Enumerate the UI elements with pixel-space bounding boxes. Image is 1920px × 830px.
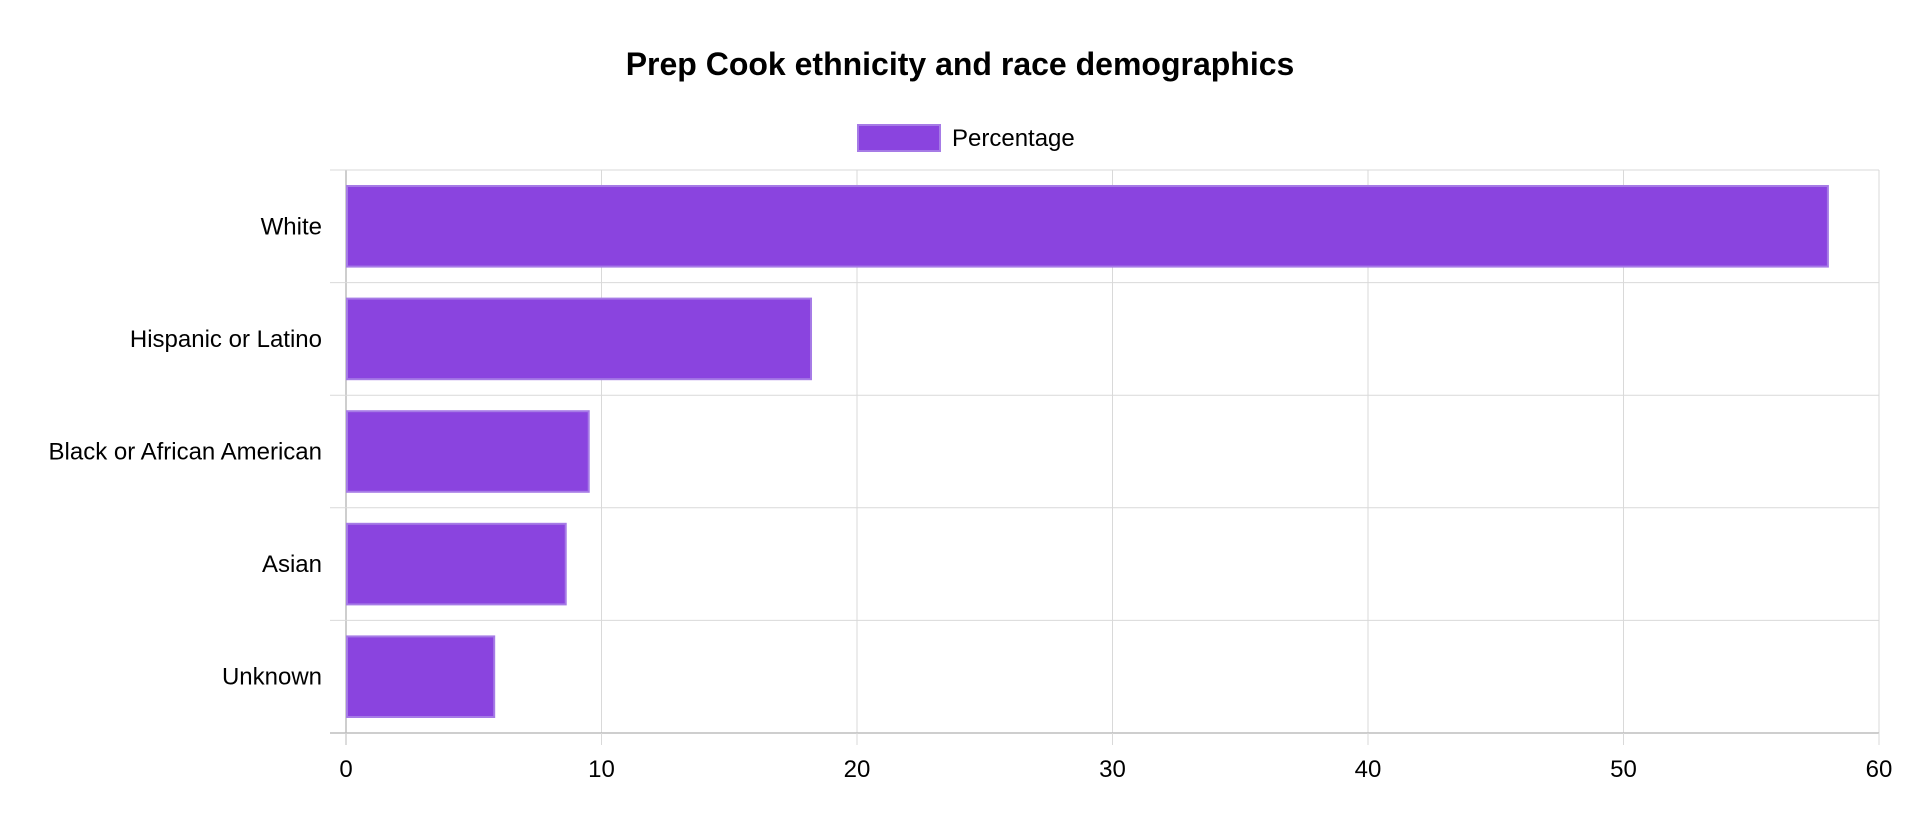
- x-tick-label: 60: [1866, 756, 1893, 783]
- y-tick-label: Unknown: [222, 664, 322, 691]
- bar-black-or-african-american: [346, 410, 590, 493]
- y-tick-label: Hispanic or Latino: [130, 326, 322, 353]
- y-tick-label: Asian: [262, 551, 322, 578]
- legend: Percentage: [857, 124, 1075, 152]
- x-tick-label: 40: [1355, 756, 1382, 783]
- y-tick-label: Black or African American: [49, 439, 322, 466]
- bar-unknown: [346, 635, 496, 719]
- y-tick-label: White: [261, 213, 322, 240]
- bars: [346, 185, 1829, 719]
- legend-swatch: [857, 124, 941, 152]
- x-tick-label: 30: [1099, 756, 1126, 783]
- chart-title: Prep Cook ethnicity and race demographic…: [626, 46, 1295, 82]
- tick-labels: White Hispanic or Latino Black or African …: [49, 213, 1893, 783]
- x-tick-label: 10: [588, 756, 615, 783]
- legend-label: Percentage: [952, 125, 1075, 152]
- axes: [345, 733, 1880, 745]
- bar-asian: [346, 522, 567, 606]
- bar-white: [346, 185, 1829, 268]
- x-tick-label: 0: [339, 756, 352, 783]
- x-tick-label: 20: [844, 756, 871, 783]
- bar-hispanic-or-latino: [346, 297, 813, 381]
- x-tick-label: 50: [1610, 756, 1637, 783]
